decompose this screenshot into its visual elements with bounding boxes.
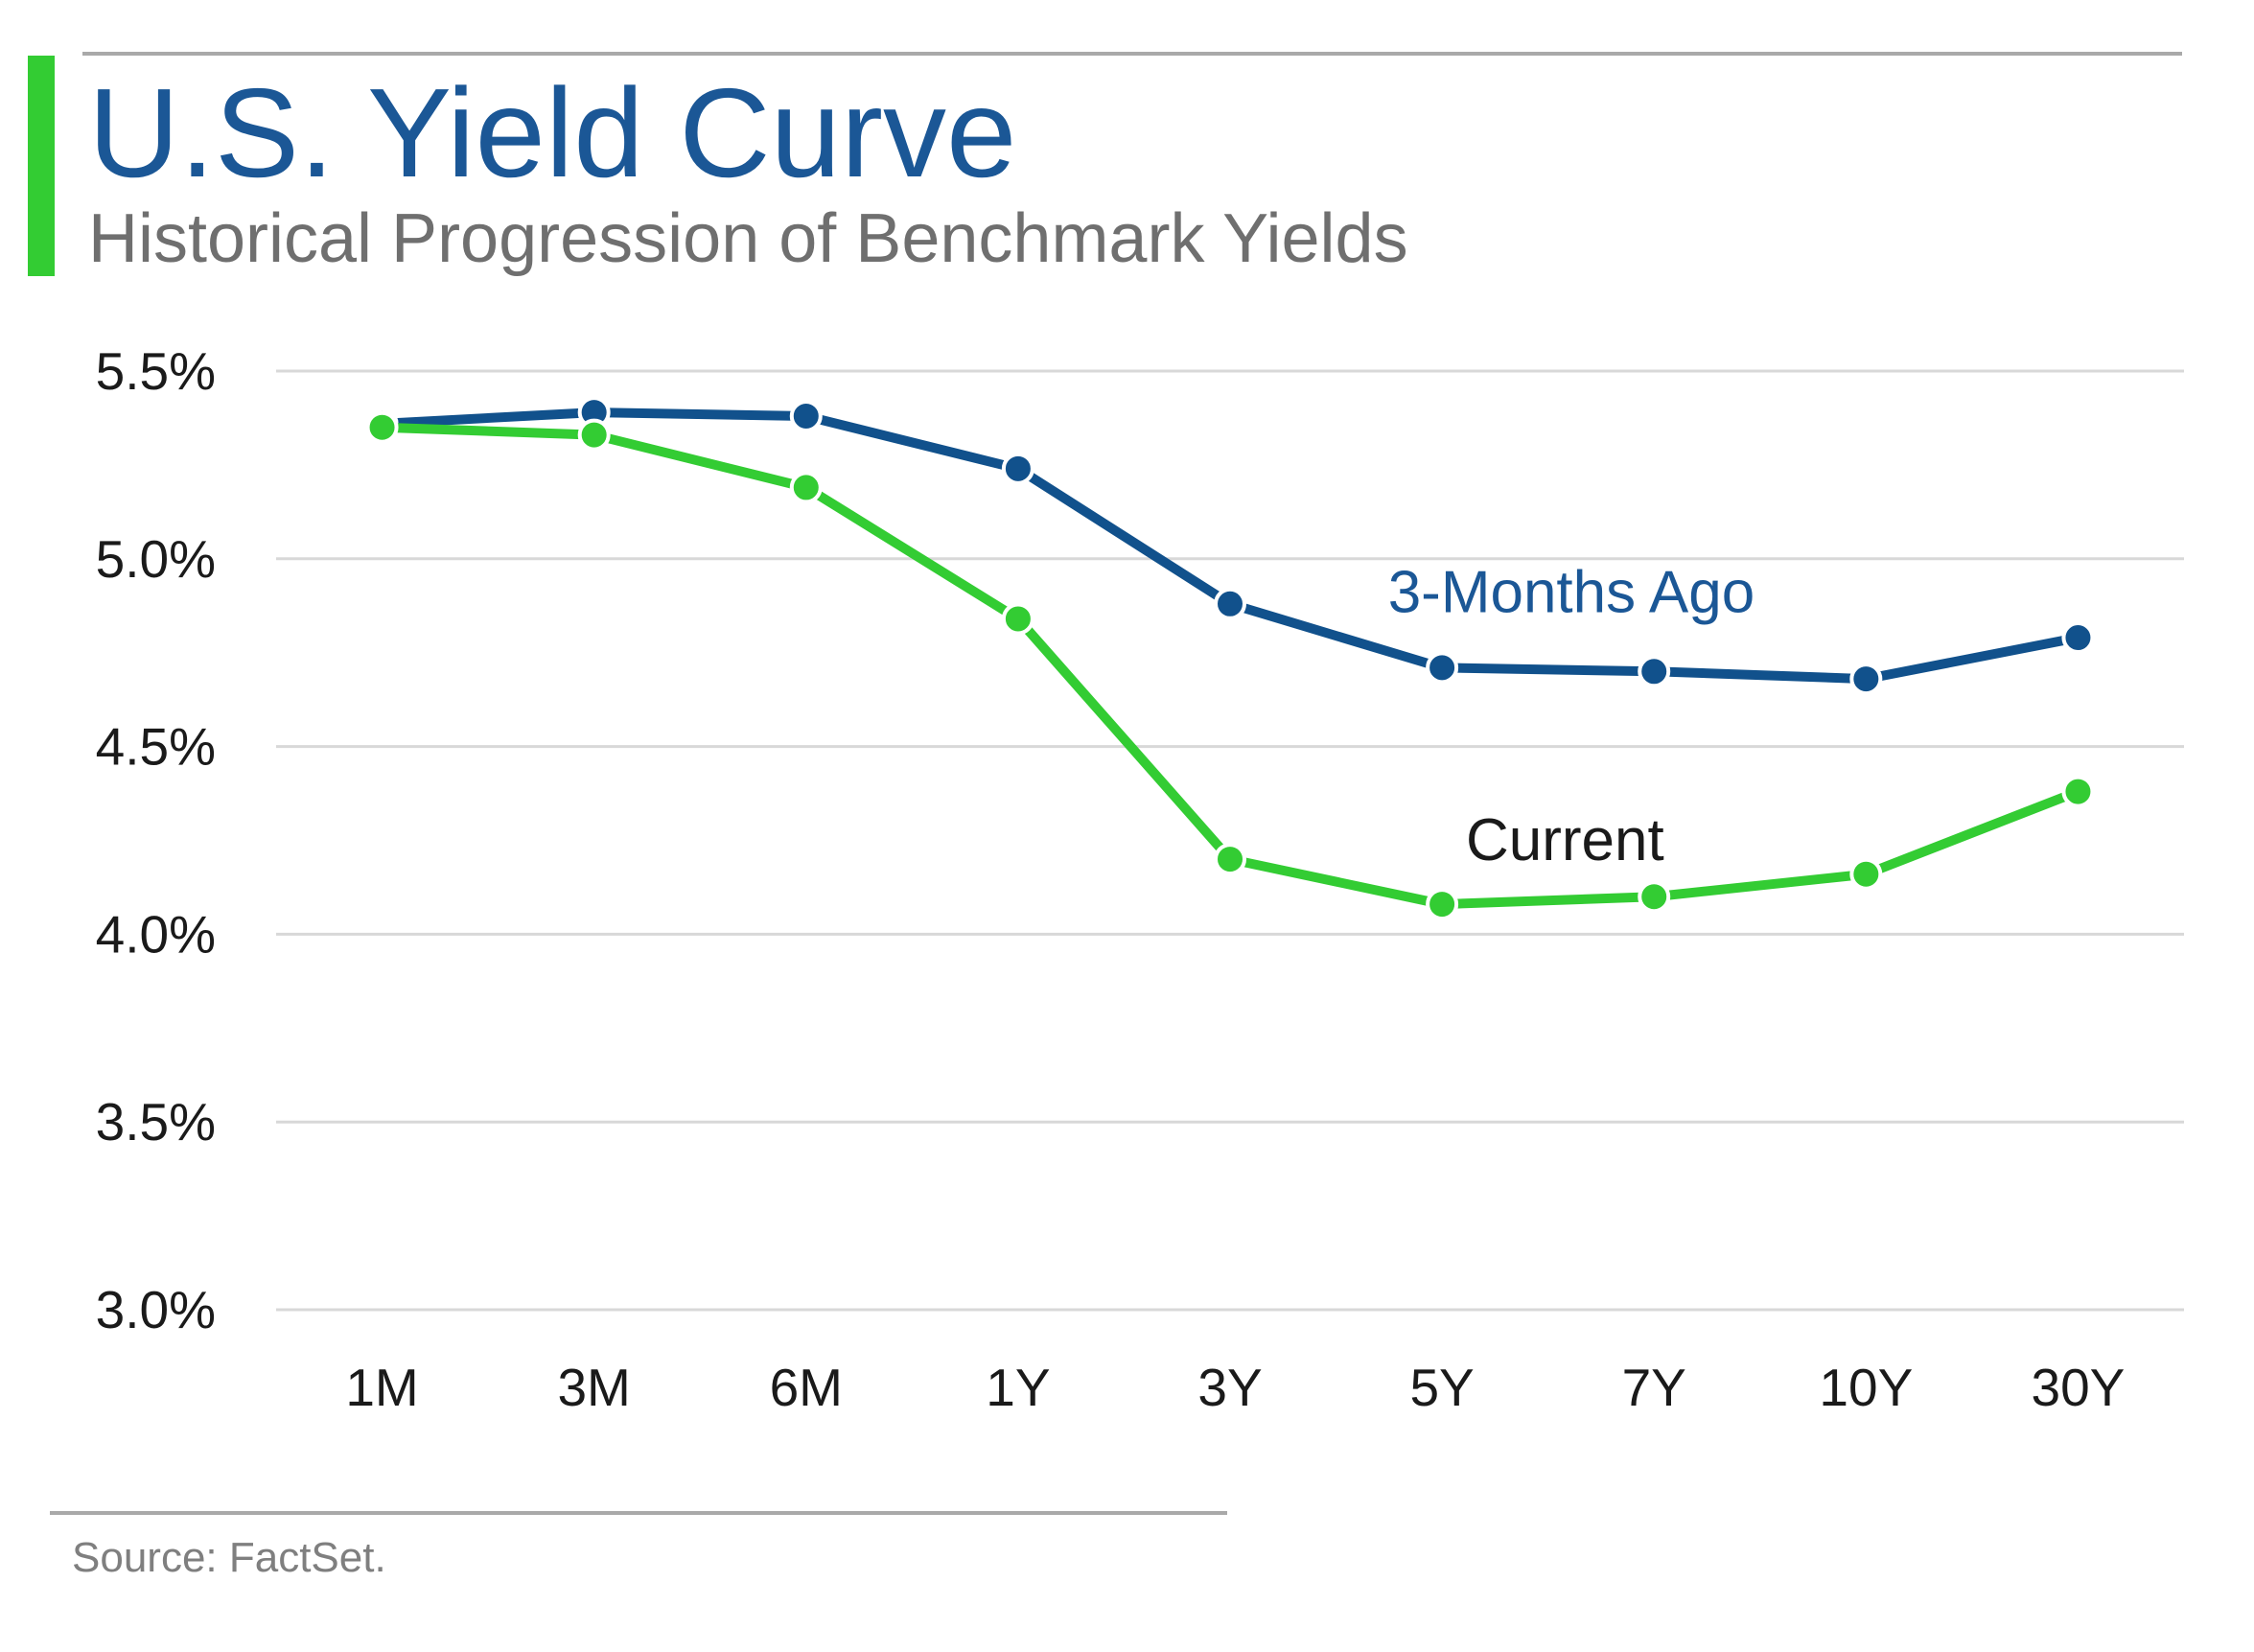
data-point-current-1m	[365, 410, 399, 444]
y-axis-tick-label: 5.5%	[96, 341, 216, 401]
data-point-current-6m	[789, 471, 823, 504]
data-point-3-months-ago-6m	[789, 399, 823, 432]
x-axis-tick-label-7y: 7Y	[1622, 1358, 1686, 1417]
data-point-current-30y	[2061, 775, 2095, 808]
x-axis-tick-label-30y: 30Y	[2032, 1358, 2126, 1417]
data-point-3-months-ago-30y	[2061, 621, 2095, 655]
y-axis-tick-label: 3.5%	[96, 1092, 216, 1152]
footer-divider-line	[50, 1511, 1227, 1515]
source-note: Source: FactSet.	[72, 1534, 386, 1581]
data-point-3-months-ago-5y	[1426, 651, 1459, 685]
page-subtitle: Historical Progression of Benchmark Yiel…	[88, 200, 1408, 277]
x-axis-tick-label-6m: 6M	[770, 1358, 843, 1417]
data-point-current-5y	[1426, 888, 1459, 921]
data-point-3-months-ago-7y	[1638, 655, 1671, 688]
y-axis-tick-label: 4.5%	[96, 717, 216, 777]
series-line-3-months-ago	[377, 407, 2083, 685]
data-point-current-7y	[1638, 880, 1671, 914]
x-axis-tick-label-5y: 5Y	[1409, 1358, 1474, 1417]
header-divider-line	[82, 52, 2182, 56]
data-point-3-months-ago-3y	[1214, 587, 1246, 620]
y-axis-tick-label: 3.0%	[96, 1280, 216, 1339]
x-axis-tick-label-1m: 1M	[345, 1358, 418, 1417]
data-point-3-months-ago-10y	[1849, 663, 1883, 696]
data-point-current-1y	[1001, 602, 1034, 636]
page-title: U.S. Yield Curve	[88, 62, 1017, 203]
x-axis-tick-label-10y: 10Y	[1819, 1358, 1913, 1417]
series-label-3-months-ago: 3-Months Ago	[1388, 560, 1755, 626]
series-label-current: Current	[1466, 807, 1664, 873]
data-point-current-10y	[1849, 857, 1883, 891]
data-point-current-3m	[577, 418, 611, 452]
data-point-current-3y	[1214, 843, 1246, 876]
x-axis-tick-label-1y: 1Y	[986, 1358, 1050, 1417]
series-line-current	[377, 422, 2083, 910]
x-axis-tick-label-3y: 3Y	[1197, 1358, 1262, 1417]
title-accent-bar	[28, 56, 55, 276]
y-axis-tick-label: 5.0%	[96, 529, 216, 589]
y-axis-tick-label: 4.0%	[96, 904, 216, 964]
x-axis-tick-label-3m: 3M	[557, 1358, 630, 1417]
data-point-3-months-ago-1y	[1001, 452, 1034, 485]
